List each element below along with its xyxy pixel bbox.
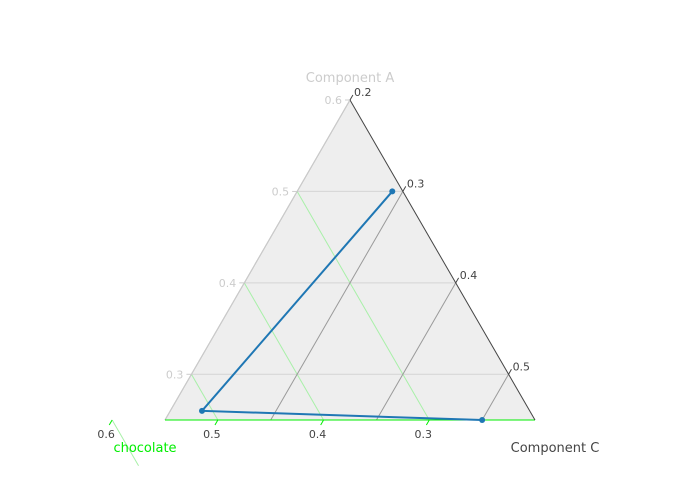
tick-label-b: 0.5 bbox=[203, 428, 221, 441]
tick-label-b: 0.4 bbox=[309, 428, 327, 441]
grid-line-b bbox=[296, 191, 430, 421]
tick-mark-c bbox=[455, 277, 460, 284]
grid-line-b bbox=[190, 374, 219, 421]
data-series bbox=[199, 188, 486, 423]
tick-mark-b bbox=[108, 419, 113, 426]
axis-titles: Component A chocolate Component C bbox=[113, 71, 599, 456]
plot-area bbox=[165, 100, 535, 420]
tick-mark-b bbox=[425, 419, 430, 426]
tick-mark-c bbox=[349, 94, 354, 101]
tick-label-c: 0.4 bbox=[460, 269, 478, 282]
tick-label-c: 0.3 bbox=[407, 177, 425, 190]
axis-line-a bbox=[164, 99, 351, 421]
tick-label-b: 0.6 bbox=[97, 428, 115, 441]
axis-title-a: Component A bbox=[306, 71, 395, 86]
grid-lines bbox=[111, 99, 510, 466]
axis-line-c bbox=[349, 99, 536, 421]
tick-label-a: 0.5 bbox=[272, 185, 290, 198]
tick-label-b: 0.3 bbox=[415, 428, 433, 441]
grid-line-b bbox=[111, 419, 140, 466]
axis-title-b: chocolate bbox=[113, 441, 176, 456]
data-point bbox=[389, 188, 396, 195]
tick-label-a: 0.3 bbox=[166, 368, 184, 381]
grid-line-c bbox=[481, 374, 510, 421]
data-point bbox=[199, 407, 205, 414]
tick-mark-c bbox=[508, 369, 512, 375]
tick-label-c: 0.5 bbox=[513, 360, 531, 373]
axis-title-c: Component C bbox=[511, 441, 600, 456]
grid-line-c bbox=[270, 191, 404, 421]
tick-label-c: 0.2 bbox=[354, 86, 372, 99]
grid-line-c bbox=[375, 282, 457, 421]
tick-label-a: 0.4 bbox=[219, 277, 237, 290]
plot-background bbox=[165, 100, 535, 420]
tick-mark-c bbox=[402, 186, 407, 192]
tick-mark-b bbox=[320, 419, 325, 426]
tick-mark-b bbox=[214, 419, 219, 426]
tick-labels: 0.3 0.4 0.5 0.6 0.6 0.5 0.4 0.3 0.2 0.3 0.4 0.5 bbox=[97, 86, 530, 441]
data-point bbox=[479, 417, 486, 423]
grid-line-b bbox=[243, 282, 325, 421]
tick-label-a: 0.6 bbox=[325, 94, 343, 107]
